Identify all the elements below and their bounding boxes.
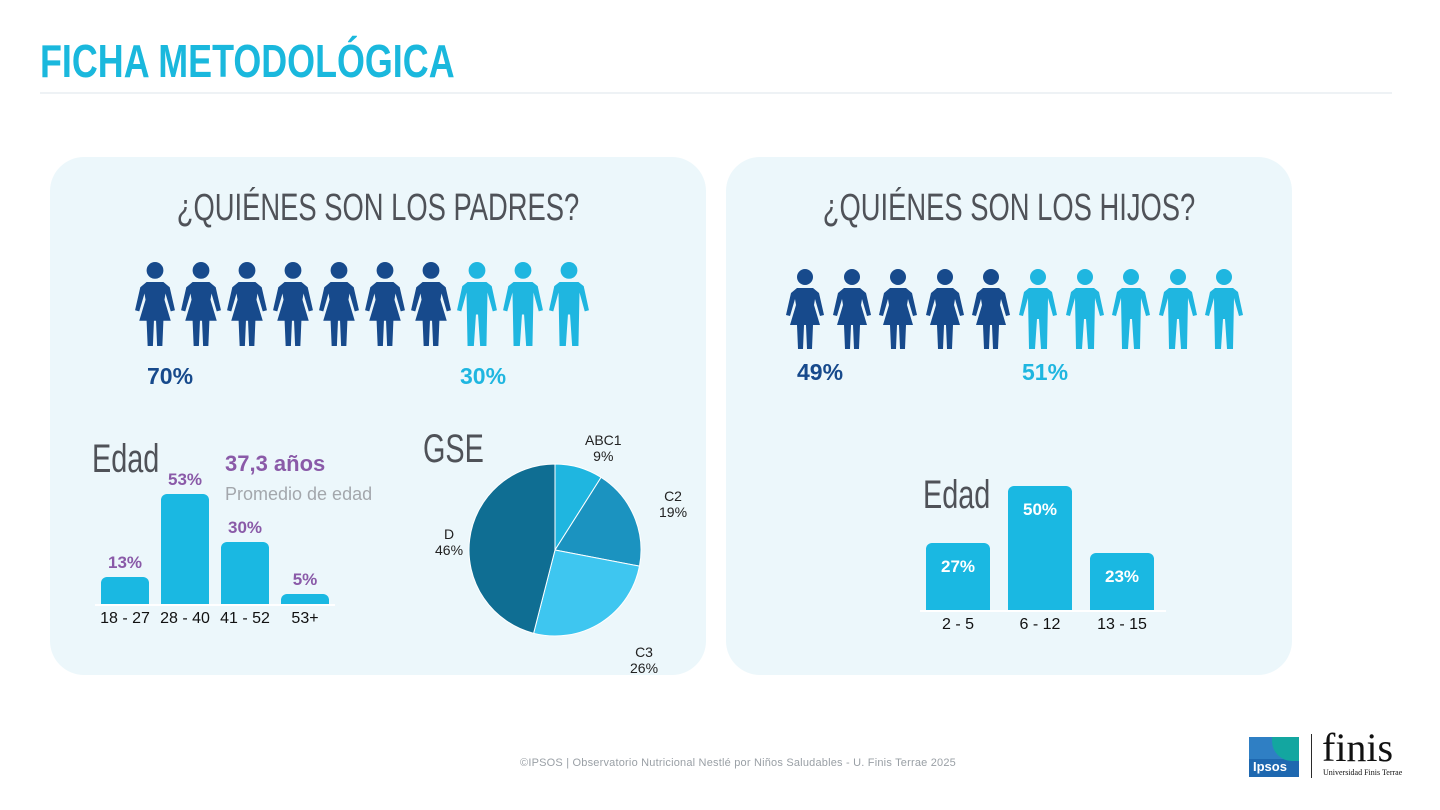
padres-pictograph [134,262,594,346]
pie-label-C3: C3 26% [630,644,659,676]
bar-13-15 [1090,552,1154,610]
bar-2-5 [926,543,990,610]
hijos-age-heading: Edad [923,473,991,517]
female-figure-icon [925,269,964,349]
page-title: FICHA METODOLÓGICA [40,35,455,87]
avg-age-caption: Promedio de edad [225,484,373,504]
bar-category-label: 6 - 12 [1019,616,1061,633]
bar-category-label: 2 - 5 [941,616,974,633]
hijos-pictograph [784,269,1250,349]
hijos-panel: ¿QUIÉNES SON LOS HIJOS? 49% 51% Edad 27%… [726,157,1292,675]
bar-value-label: 13% [107,553,143,573]
female-figure-icon [181,262,221,346]
bar-value-label: 50% [1022,500,1058,519]
male-figure-icon [1158,269,1197,349]
padres-panel: ¿QUIÉNES SON LOS PADRES? 70% 30% Edad 37… [50,157,706,676]
pie-slice-C3 [533,549,641,637]
bar-value-label: 5% [292,569,318,589]
gse-pie-chart: ABC1 9% C2 19% C3 26% D 46% [435,427,690,676]
hijos-male-pct: 51% [1022,359,1069,385]
female-figure-icon [786,269,824,349]
bar-value-label: 53% [167,470,203,489]
male-figure-icon [1112,269,1151,349]
female-figure-icon [135,262,175,346]
padres-age-heading: Edad [92,437,160,481]
avg-age-value: 37,3 años [225,451,326,476]
female-figure-icon [879,269,918,349]
female-figure-icon [411,262,451,346]
pie-slice-C2 [554,476,642,567]
male-figure-icon [1018,269,1057,349]
footer-credit: ©IPSOS | Observatorio Nutricional Nestlé… [520,757,956,769]
male-figure-icon [1205,269,1244,349]
male-figure-icon [503,262,543,346]
bar-baseline [95,604,335,606]
bar-category-label: 13 - 15 [1097,616,1147,633]
pie-label-C2: C2 19% [659,488,688,520]
logo-divider [1311,734,1312,778]
female-figure-icon [832,269,871,349]
bar-6-12 [1008,486,1072,610]
female-figure-icon [227,262,267,346]
bar-18-27 [101,577,149,604]
finis-logo: finis [1322,725,1394,770]
hijos-heading: ¿QUIÉNES SON LOS HIJOS? [822,187,1196,229]
finis-logo-subtitle: Universidad Finis Terrae [1323,768,1403,777]
pie-slice-D [468,463,556,634]
bar-41-52 [221,541,269,604]
bar-category-label: 53+ [291,610,319,627]
pie-label-ABC1: ABC1 9% [585,432,622,464]
female-figure-icon [319,262,359,346]
pie-label-D: D 46% [435,526,464,558]
bar-value-label: 23% [1104,566,1140,586]
ipsos-logo: Ipsos [1249,737,1299,777]
female-figure-icon [972,269,1011,349]
padres-male-pct: 30% [460,363,507,389]
title-divider [40,92,1392,94]
padres-heading: ¿QUIÉNES SON LOS PADRES? [176,187,580,229]
hijos-female-pct: 49% [797,359,844,385]
bar-53+ [281,593,329,604]
bar-28-40 [161,494,209,604]
bar-value-label: 27% [940,557,976,577]
padres-female-pct: 70% [147,363,194,389]
bar-category-label: 18 - 27 [100,610,150,627]
bar-baseline [920,610,1166,612]
gse-heading: GSE [423,427,484,471]
gse-pie-svg [468,463,642,637]
bar-value-label: 30% [227,517,263,537]
bar-category-label: 28 - 40 [160,610,210,627]
female-figure-icon [365,262,405,346]
male-figure-icon [549,262,589,346]
male-figure-icon [457,262,497,346]
female-figure-icon [273,262,313,346]
male-figure-icon [1065,269,1104,349]
bar-category-label: 41 - 52 [220,610,270,627]
